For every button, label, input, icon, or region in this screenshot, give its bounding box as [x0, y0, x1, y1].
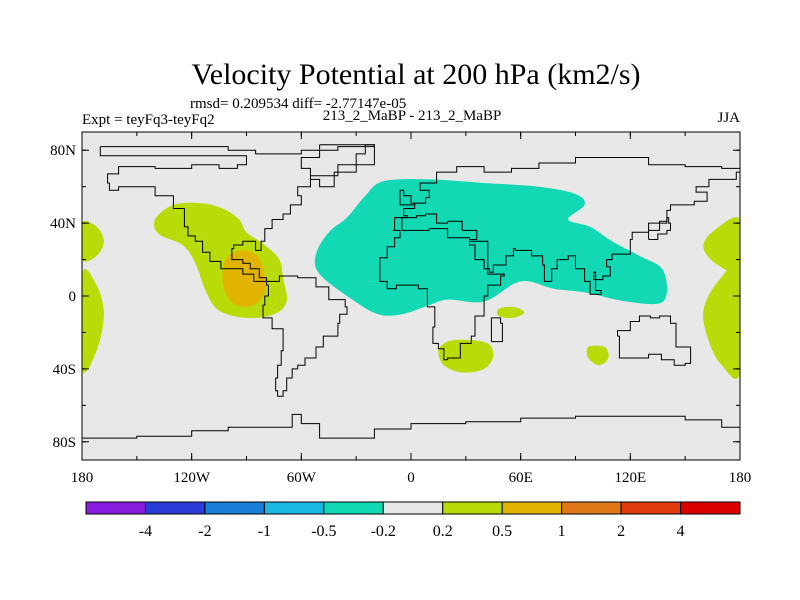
- colorbar-label: 0.2: [433, 523, 453, 540]
- region-positive-anomaly-east-edge: [703, 217, 740, 282]
- madagascar-coast: [490, 317, 503, 343]
- y-tick-label: 40N: [50, 216, 76, 232]
- x-tick-label: 180: [729, 470, 752, 486]
- colorbar-box: [382, 501, 444, 515]
- region-positive-anomaly-australia: [586, 345, 609, 366]
- colorbar-label: 2: [617, 523, 625, 540]
- region-strong-anomaly-pacific: [222, 250, 266, 307]
- colorbar-label: -0.2: [371, 523, 396, 540]
- x-axis: 180 120W 60W 0 60E 120E 180: [71, 132, 752, 486]
- colorbar-label: -1: [258, 523, 271, 540]
- x-tick-label: 0: [407, 470, 415, 486]
- region-positive-anomaly-west-edge-north: [82, 220, 104, 262]
- colorbar-label: -2: [198, 523, 211, 540]
- region-positive-anomaly-indian-ocean: [496, 306, 525, 319]
- greenland-coast: [300, 144, 375, 188]
- colorbar-box: [501, 501, 563, 515]
- left-string: Expt = teyFq3-teyFq2: [82, 112, 215, 128]
- y-tick-label: 40S: [53, 362, 76, 378]
- season-label: JJA: [717, 110, 740, 126]
- colorbar-label: -0.5: [311, 523, 336, 540]
- mediterranean-coast: [401, 213, 478, 240]
- colorbar-label: 1: [558, 523, 566, 540]
- y-tick-label: 80S: [53, 435, 76, 451]
- colorbar-box: [144, 501, 206, 515]
- colorbar-box: [620, 501, 682, 515]
- x-tick-label: 120W: [173, 470, 211, 486]
- stats-label: rmsd= 0.209534 diff= -2.77147e-05: [190, 96, 406, 112]
- y-tick-label: 0: [69, 289, 77, 305]
- region-positive-anomaly-east-south: [703, 263, 740, 379]
- colorbar-box: [561, 501, 622, 515]
- coastlines: [82, 144, 740, 439]
- y-axis: 80N 40N 0 40S 80S: [50, 143, 740, 451]
- colorbar-box: [85, 501, 146, 515]
- chart-title: Velocity Potential at 200 hPa (km2/s): [191, 58, 640, 91]
- x-tick-label: 60E: [509, 470, 533, 486]
- colorbar-label: -4: [139, 523, 152, 540]
- colorbar-box: [323, 501, 384, 515]
- eurasia-africa-coast: [379, 157, 740, 361]
- x-tick-label: 120E: [614, 470, 646, 486]
- colorbar-label: 0.5: [492, 523, 512, 540]
- y-tick-label: 80N: [50, 143, 76, 159]
- colorbar-box: [680, 501, 741, 515]
- center-string: 213_2_MaBP - 213_2_MaBP: [323, 108, 502, 124]
- x-tick-label: 60W: [287, 470, 317, 486]
- colorbar: -4 -2 -1 -0.5 -0.2 0.2 0.5 1 2 4: [85, 501, 741, 540]
- japan-coast: [648, 217, 671, 240]
- colorbar-box: [263, 501, 325, 515]
- south-america-coast: [262, 275, 348, 397]
- antarctica-coast: [82, 413, 740, 439]
- colorbar-label: 4: [677, 523, 685, 540]
- british-isles-coast: [399, 189, 416, 206]
- x-tick-label: 180: [71, 470, 94, 486]
- colorbar-box: [204, 501, 265, 515]
- region-positive-anomaly-west-edge-south: [82, 269, 104, 373]
- australia-coast: [617, 315, 692, 366]
- region-positive-anomaly-south-atlantic: [438, 339, 494, 373]
- region-negative-anomaly-asia: [314, 179, 668, 316]
- colorbar-box: [442, 501, 503, 515]
- north-america-coast: [99, 144, 375, 282]
- anomaly-regions: [82, 179, 740, 379]
